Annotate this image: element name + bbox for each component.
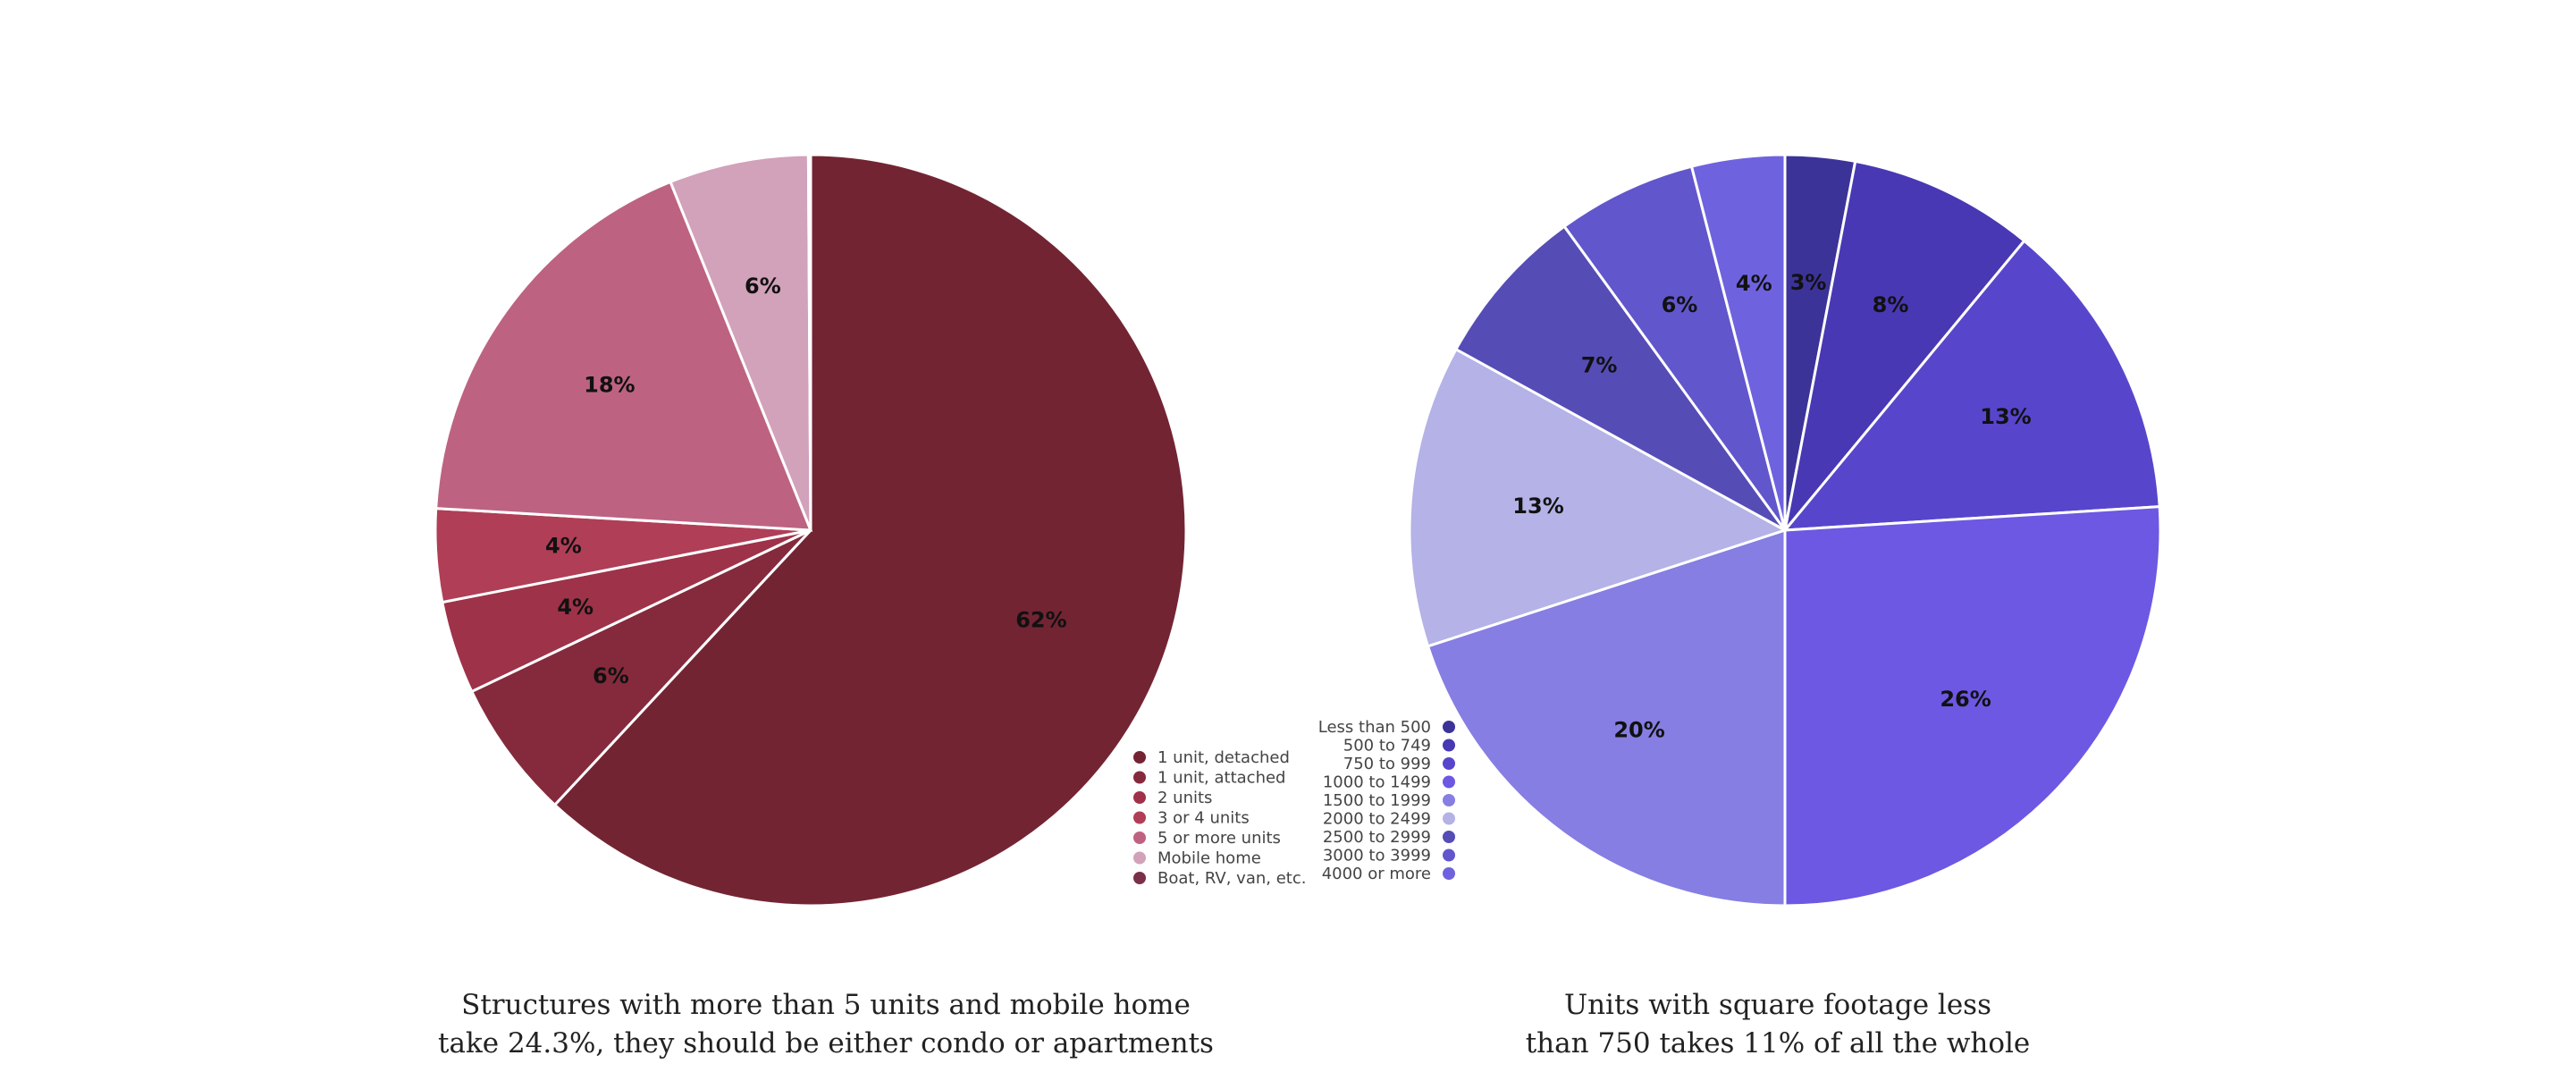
legend-label-less-than-500: Less than 500 <box>1318 718 1431 737</box>
legend-marker-1-unit-attached <box>1133 771 1146 784</box>
data-label-1-unit-attached: 6% <box>593 663 629 688</box>
legend-marker-boat-rv-van-etc <box>1133 872 1146 884</box>
legend-label-4000-or-more: 4000 or more <box>1322 865 1431 883</box>
pie-slice-2000-to-2499 <box>1408 347 1789 648</box>
legend-marker-1000-to-1499 <box>1443 775 1455 789</box>
data-label-mobile-home: 6% <box>745 274 781 299</box>
caption-housing-structure: Structures with more than 5 units and mo… <box>290 986 1362 1063</box>
data-label-2-units: 4% <box>557 595 593 620</box>
legend-marker-4000-or-more <box>1443 867 1455 880</box>
legend-label-mobile-home: Mobile home <box>1158 849 1261 868</box>
pie-slice-1-unit-attached <box>469 528 812 807</box>
caption-line-1: Structures with more than 5 units and mo… <box>461 989 1191 1021</box>
legend-label-2000-to-2499: 2000 to 2499 <box>1323 810 1431 829</box>
legend-label-1500-to-1999: 1500 to 1999 <box>1323 791 1431 810</box>
legend-label-3000-to-3999: 3000 to 3999 <box>1323 847 1431 865</box>
legend-marker-mobile-home <box>1133 851 1146 865</box>
pie-slice-500-to-749 <box>1783 159 2026 531</box>
data-label-3000-to-3999: 6% <box>1662 292 1698 317</box>
pie-slice-750-to-999 <box>1781 239 2161 532</box>
data-label-1-unit-detached: 62% <box>1015 608 1066 633</box>
legend-label-2-units: 2 units <box>1158 789 1212 807</box>
pie-slice-3000-to-3999 <box>1562 165 1787 531</box>
caption-line-1: Units with square footage less <box>1563 989 1992 1021</box>
pie-slice-mobile-home <box>669 153 812 531</box>
pie-slice-5-or-more-units <box>434 180 813 532</box>
data-label-5-or-more-units: 18% <box>584 372 635 397</box>
legend-label-2500-to-2999: 2500 to 2999 <box>1323 828 1431 847</box>
pie-chart-housing-structure: 62% 6% 4% 4% 18% 6% <box>434 153 1188 908</box>
pie-slice-4000-or-more <box>1689 153 1787 531</box>
legend-label-3-or-4-units: 3 or 4 units <box>1158 809 1250 828</box>
pie-chart-square-footage: 3% 8% 13% 26% 20% 13% 7% 6% 4% <box>1408 153 2162 908</box>
caption-square-footage: Units with square footage less than 750 … <box>1242 986 2314 1063</box>
pie-slice-1000-to-1499 <box>1783 505 2162 908</box>
legend-marker-1-unit-detached <box>1133 751 1146 764</box>
caption-line-2: take 24.3%, they should be either condo … <box>438 1027 1214 1059</box>
legend-label-1-unit-detached: 1 unit, detached <box>1158 748 1290 767</box>
legend-marker-3-or-4-units <box>1133 811 1146 824</box>
data-label-2000-to-2499: 13% <box>1512 494 1563 519</box>
legend-label-750-to-999: 750 to 999 <box>1343 755 1431 773</box>
legend-marker-2000-to-2499 <box>1443 812 1455 825</box>
data-label-500-to-749: 8% <box>1873 292 1909 317</box>
legend-marker-5-or-more-units <box>1133 832 1146 844</box>
legend-marker-less-than-500 <box>1443 721 1455 733</box>
legend-marker-3000-to-3999 <box>1443 848 1455 862</box>
pie-slice-1-unit-detached <box>552 153 1188 908</box>
legend-label-5-or-more-units: 5 or more units <box>1158 829 1281 848</box>
data-label-1000-to-1499: 26% <box>1940 687 1991 712</box>
legend-label-500-to-749: 500 to 749 <box>1343 737 1431 756</box>
legend-marker-2500-to-2999 <box>1443 831 1455 843</box>
data-label-3-or-4-units: 4% <box>545 534 582 559</box>
legend-label-1-unit-attached: 1 unit, attached <box>1158 769 1285 788</box>
pie-slice-1500-to-1999 <box>1426 528 1787 908</box>
legend-marker-750-to-999 <box>1443 757 1455 770</box>
pie-slice-boat-rv-van-etc <box>806 153 812 531</box>
data-label-4000-or-more: 4% <box>1736 271 1772 296</box>
data-label-less-than-500: 3% <box>1790 270 1827 295</box>
legend-label-1000-to-1499: 1000 to 1499 <box>1323 773 1431 792</box>
data-label-1500-to-1999: 20% <box>1613 717 1664 742</box>
caption-line-2: than 750 takes 11% of all the whole <box>1525 1027 2031 1059</box>
pie-slice-2500-to-2999 <box>1453 224 1787 532</box>
data-label-2500-to-2999: 7% <box>1581 353 1618 378</box>
data-label-750-to-999: 13% <box>1980 404 2031 429</box>
legend-marker-500-to-749 <box>1443 739 1455 752</box>
legend-label-boat-rv-van-etc: Boat, RV, van, etc. <box>1158 869 1306 888</box>
legend-marker-1500-to-1999 <box>1443 794 1455 806</box>
legend-marker-2-units <box>1133 791 1146 804</box>
